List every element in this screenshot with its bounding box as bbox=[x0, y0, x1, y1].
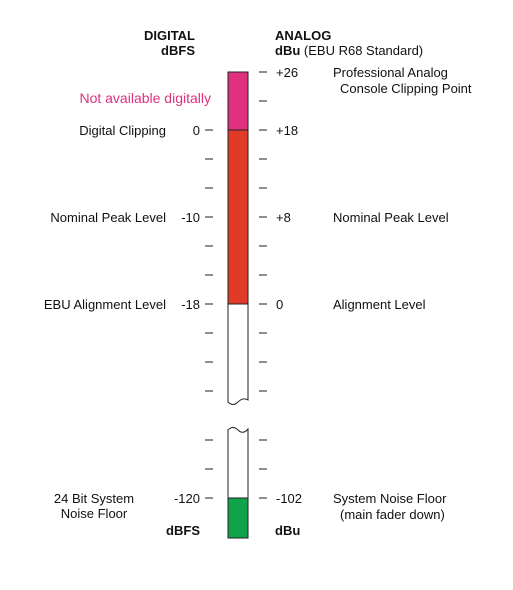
green-zone bbox=[227, 497, 249, 539]
digital-clipping-label: Digital Clipping bbox=[79, 123, 166, 138]
tick-dbfs-minus10: -10 bbox=[181, 210, 200, 225]
tick-dbfs-minus120: -120 bbox=[173, 491, 200, 506]
system-noise-floor-line1: System Noise Floor bbox=[333, 491, 447, 506]
tick-dbu-0: 0 bbox=[276, 297, 284, 312]
tick-dbu-plus18: +18 bbox=[276, 123, 299, 138]
professional-clipping-line2: Console Clipping Point bbox=[340, 81, 472, 96]
digital-title: DIGITAL bbox=[143, 28, 195, 43]
white-zone-upper bbox=[227, 303, 249, 405]
red-zone bbox=[227, 129, 249, 305]
nominal-peak-right-label: Nominal Peak Level bbox=[333, 210, 449, 225]
footer-dbu-unit: dBu bbox=[275, 523, 301, 538]
tick-dbfs-0: 0 bbox=[192, 123, 200, 138]
analog-standard: (EBU R68 Standard) bbox=[303, 43, 424, 58]
analog-unit-header: dBu bbox=[275, 43, 301, 58]
tick-dbu-plus8: +8 bbox=[276, 210, 291, 225]
footer-dbfs-unit: dBFS bbox=[166, 523, 200, 538]
tick-dbu-plus26: +26 bbox=[276, 65, 299, 80]
analog-header-line: dBu (EBU R68 Standard) bbox=[275, 44, 423, 58]
not-available-label: Not available digitally bbox=[79, 90, 211, 106]
right-ticks bbox=[259, 71, 267, 499]
analog-title: ANALOG bbox=[275, 28, 332, 43]
nominal-peak-left-label: Nominal Peak Level bbox=[50, 210, 166, 225]
noise-floor-left-line2: Noise Floor bbox=[60, 506, 128, 521]
magenta-zone bbox=[227, 71, 249, 131]
system-noise-floor-line2: (main fader down) bbox=[340, 507, 445, 522]
tick-dbu-minus102: -102 bbox=[276, 491, 303, 506]
white-zone-lower bbox=[227, 427, 249, 499]
ebu-alignment-label: EBU Alignment Level bbox=[43, 297, 166, 312]
noise-floor-left-line1: 24 Bit System bbox=[53, 491, 135, 506]
left-ticks bbox=[205, 129, 213, 499]
digital-unit-header: dBFS bbox=[161, 43, 195, 58]
alignment-level-label: Alignment Level bbox=[333, 297, 426, 312]
tick-dbfs-minus18: -18 bbox=[181, 297, 200, 312]
professional-clipping-line1: Professional Analog bbox=[333, 65, 448, 80]
